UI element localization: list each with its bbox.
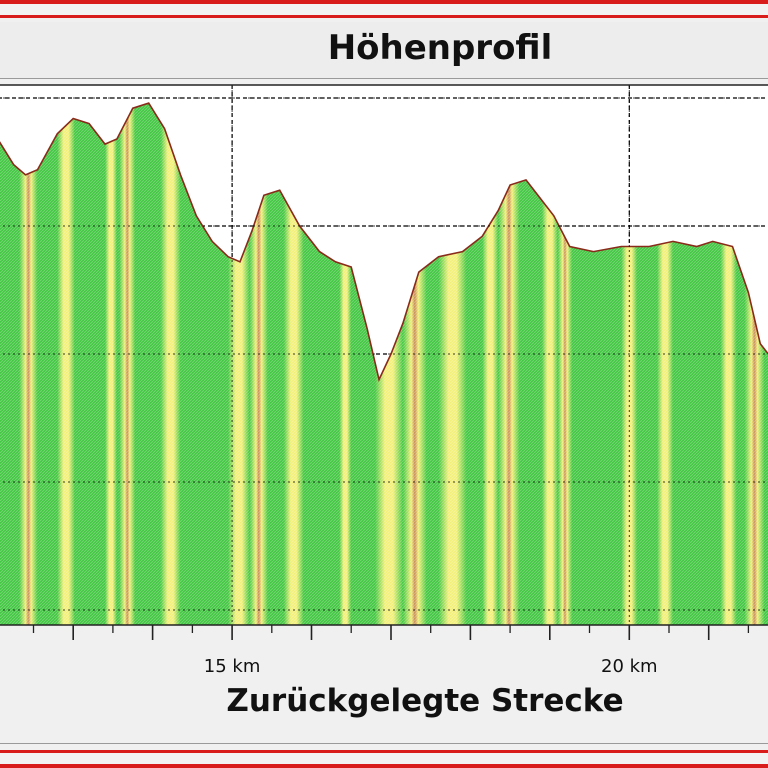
x-axis-ticks: 15 km 20 km	[32, 625, 750, 677]
grid-overlay	[0, 85, 768, 625]
bottom-frame-border	[0, 750, 768, 768]
top-frame-border	[0, 0, 768, 18]
title-bar	[0, 22, 768, 79]
x-tick-label: 15 km	[204, 656, 261, 677]
x-axis-label: Zurückgelegte Strecke	[226, 683, 624, 719]
x-tick-label: 20 km	[601, 656, 658, 677]
chart-title: Höhenprofil	[327, 28, 553, 68]
plot-area-border	[0, 84, 768, 626]
profile-outline	[0, 102, 768, 383]
